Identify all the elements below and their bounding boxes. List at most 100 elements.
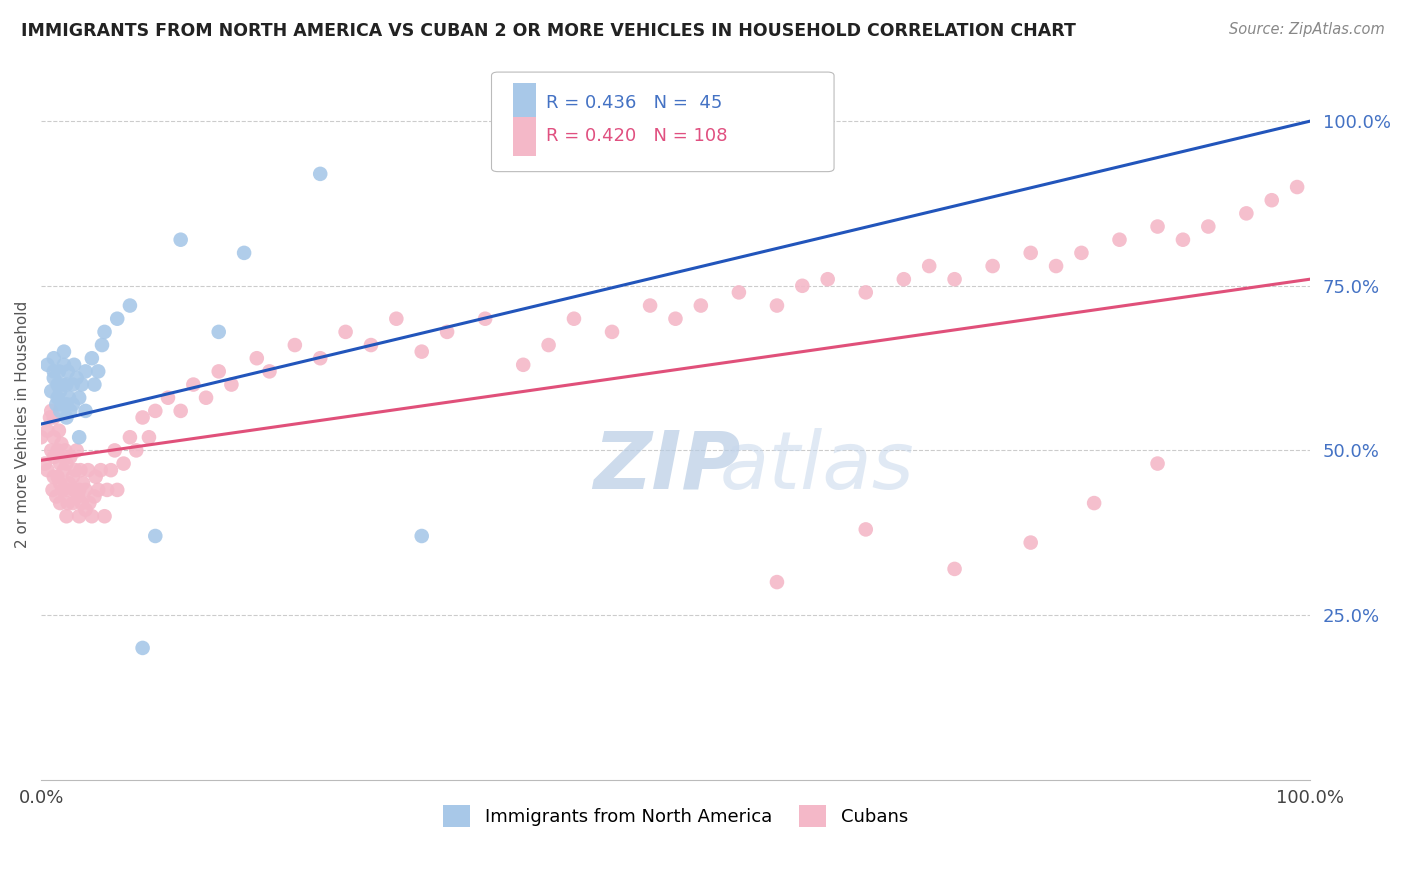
Point (855, 523, 877, 537)
Point (1083, 496, 1105, 510)
Point (46, 391, 69, 405)
Point (233, 245, 256, 260)
Point (45, 490, 67, 504)
Point (63, 483, 86, 497)
Point (385, 311, 408, 326)
Point (65, 463, 87, 477)
Point (638, 299, 661, 313)
Text: Source: ZipAtlas.com: Source: ZipAtlas.com (1229, 22, 1385, 37)
Point (37, 424, 59, 438)
Point (104, 443, 127, 458)
Point (766, 299, 789, 313)
Point (45, 397, 67, 411)
Point (918, 259, 941, 273)
Point (169, 404, 191, 418)
Point (52, 463, 75, 477)
Point (63, 358, 86, 372)
Point (37, 463, 59, 477)
Point (943, 562, 966, 576)
Point (70, 377, 93, 392)
Point (41, 483, 63, 497)
Point (58, 391, 80, 405)
Point (1045, 259, 1067, 273)
Point (42, 469, 65, 483)
Point (55, 397, 77, 411)
Point (1070, 245, 1092, 260)
Point (52, 344, 75, 359)
Point (58, 476, 80, 491)
Point (309, 351, 332, 366)
Point (118, 430, 141, 444)
Legend: Immigrants from North America, Cubans: Immigrants from North America, Cubans (436, 798, 915, 835)
Point (1146, 457, 1168, 471)
Point (138, 430, 160, 444)
Point (90, 463, 112, 477)
Point (125, 443, 148, 458)
Point (143, 529, 166, 543)
Point (37, 358, 59, 372)
Point (55, 410, 77, 425)
Point (80, 351, 103, 366)
FancyBboxPatch shape (513, 83, 536, 122)
Point (411, 344, 433, 359)
Point (62, 469, 84, 483)
Point (39, 384, 62, 399)
Point (689, 120, 711, 135)
FancyBboxPatch shape (492, 72, 834, 171)
Point (62, 377, 84, 392)
Point (42, 351, 65, 366)
Point (75, 404, 97, 418)
Point (855, 285, 877, 300)
Point (156, 391, 179, 405)
Point (53, 443, 76, 458)
Point (49, 457, 72, 471)
Point (46, 443, 69, 458)
Point (360, 338, 382, 352)
Point (284, 338, 307, 352)
Point (67, 430, 90, 444)
Text: IMMIGRANTS FROM NORTH AMERICA VS CUBAN 2 OR MORE VEHICLES IN HOUSEHOLD CORRELATI: IMMIGRANTS FROM NORTH AMERICA VS CUBAN 2… (21, 22, 1076, 40)
Point (79, 496, 101, 510)
Point (75, 483, 97, 497)
Point (96, 483, 118, 497)
Point (1261, 193, 1284, 207)
Point (689, 299, 711, 313)
FancyBboxPatch shape (513, 117, 536, 155)
Point (55, 457, 77, 471)
Point (52, 377, 75, 392)
Point (30, 430, 52, 444)
Y-axis label: 2 or more Vehicles in Household: 2 or more Vehicles in Household (15, 301, 30, 548)
Point (49, 476, 72, 491)
Point (93, 325, 115, 339)
Point (49, 384, 72, 399)
Point (100, 463, 122, 477)
Point (66, 490, 89, 504)
Point (143, 404, 166, 418)
Point (49, 496, 72, 510)
Point (39, 410, 62, 425)
Point (1234, 206, 1257, 220)
Point (93, 509, 115, 524)
Point (728, 285, 751, 300)
Point (39, 404, 62, 418)
Point (75, 502, 97, 516)
Point (62, 397, 84, 411)
Point (66, 443, 89, 458)
Point (59, 404, 82, 418)
Text: atlas: atlas (720, 428, 915, 506)
Point (46, 469, 69, 483)
Point (411, 529, 433, 543)
Point (75, 364, 97, 378)
Point (436, 325, 458, 339)
Point (55, 483, 77, 497)
Text: R = 0.420   N = 108: R = 0.420 N = 108 (546, 127, 727, 145)
Point (1286, 180, 1309, 194)
Point (48, 364, 70, 378)
Point (105, 311, 128, 326)
Point (80, 509, 103, 524)
Point (664, 311, 686, 326)
Point (893, 272, 915, 286)
Point (49, 404, 72, 418)
Point (208, 364, 231, 378)
Point (208, 325, 231, 339)
